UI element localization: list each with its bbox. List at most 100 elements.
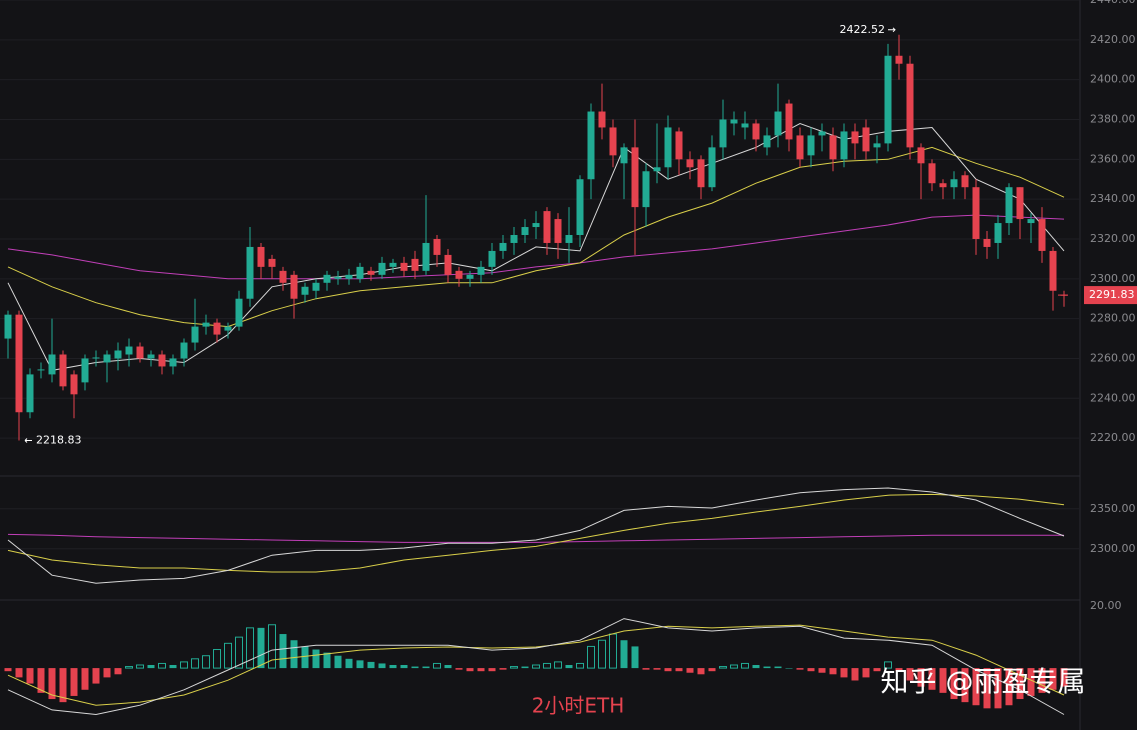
candle-body — [972, 187, 980, 239]
macd-bar — [70, 668, 78, 696]
macd-bar — [37, 668, 45, 693]
macd-bar — [169, 665, 177, 669]
candle-body — [862, 127, 870, 152]
macd-bar — [884, 661, 892, 669]
y-tick-label: 20.00 — [1090, 599, 1122, 612]
candle-body — [290, 274, 298, 299]
macd-bar — [972, 668, 980, 706]
y-tick-label: 2350.00 — [1090, 502, 1136, 515]
candle-body — [1027, 219, 1035, 224]
macd-bar — [15, 668, 23, 678]
macd-bar — [389, 665, 397, 669]
macd-bar — [895, 668, 903, 672]
candle-body — [367, 270, 375, 275]
macd-bar — [378, 663, 386, 669]
candle-body — [576, 179, 584, 235]
last-price-tag — [1084, 286, 1137, 305]
candle-body — [752, 123, 760, 140]
candle-body — [664, 127, 672, 168]
candle-body — [565, 235, 573, 243]
macd-bar — [642, 668, 650, 670]
candle-body — [895, 55, 903, 64]
candle-body — [950, 179, 958, 188]
candle-body — [675, 131, 683, 160]
candle-body — [378, 262, 386, 275]
candle-body — [708, 147, 716, 188]
candle-body — [785, 103, 793, 140]
macd-bar — [565, 665, 573, 669]
macd-bar — [752, 665, 760, 669]
macd-bar — [994, 668, 1002, 709]
candle-body — [345, 274, 353, 279]
candle-body — [279, 270, 287, 283]
macd-bar — [950, 668, 958, 700]
macd-bar — [213, 649, 221, 669]
macd-bar — [543, 662, 551, 669]
macd-bar — [499, 668, 507, 670]
candle-body — [620, 147, 628, 164]
candle-body — [510, 235, 518, 243]
y-tick-label: 2360.00 — [1090, 152, 1136, 165]
macd-bar — [279, 634, 287, 669]
candle-body — [114, 350, 122, 359]
y-tick-label: 2220.00 — [1090, 431, 1136, 444]
macd-bar — [818, 668, 826, 673]
macd-bar — [631, 646, 639, 669]
watermark: 知乎 @丽盈专属 — [881, 665, 1086, 698]
candle-body — [323, 274, 331, 283]
candle-body — [829, 135, 837, 160]
macd-bar — [620, 640, 628, 669]
macd-bar — [521, 666, 529, 669]
macd-bar — [873, 668, 881, 672]
candle-body — [697, 159, 705, 188]
candle-body — [202, 322, 210, 327]
indicator-line — [7, 146, 1065, 328]
macd-bar — [1060, 668, 1068, 687]
macd-bar — [323, 652, 331, 669]
macd-bar — [1027, 668, 1035, 696]
candle-body — [4, 314, 12, 339]
macd-bar — [653, 668, 661, 670]
candle-body — [433, 238, 441, 255]
high-arrow — [888, 27, 896, 33]
candle-body — [642, 171, 650, 208]
candle-body — [444, 254, 452, 275]
candle-body — [268, 258, 276, 267]
macd-bar — [1005, 668, 1013, 706]
candle-body — [499, 242, 507, 251]
candle-body — [994, 223, 1002, 243]
candle-body — [191, 326, 199, 343]
macd-bar — [367, 661, 375, 669]
candle-body — [389, 262, 397, 267]
candle-body — [59, 354, 67, 387]
macd-bar — [422, 666, 430, 669]
candle-body — [730, 119, 738, 124]
macd-bar — [719, 666, 727, 669]
macd-bar — [697, 668, 705, 675]
low-label: 2218.83 — [36, 433, 82, 446]
candle-body — [873, 143, 881, 148]
macd-bar — [235, 636, 243, 669]
candle-body — [356, 266, 364, 279]
macd-bar — [1016, 668, 1024, 700]
candle-body — [1016, 187, 1024, 220]
candle-body — [81, 358, 89, 383]
macd-bar — [917, 668, 925, 687]
candle-body — [741, 123, 749, 128]
macd-bar — [147, 665, 155, 669]
y-tick-label: 2260.00 — [1090, 351, 1136, 364]
candle-body — [334, 276, 342, 279]
macd-bar — [829, 668, 837, 675]
y-tick-label: 2400.00 — [1090, 73, 1136, 86]
candle-body — [1049, 250, 1057, 291]
candle-body — [26, 374, 34, 413]
macd-bar — [158, 662, 166, 669]
macd-bar — [598, 639, 606, 669]
candle-body — [15, 314, 23, 413]
candle-body — [246, 246, 254, 299]
macd-bar — [290, 640, 298, 669]
candle-body — [488, 250, 496, 267]
candle-body — [455, 270, 463, 279]
